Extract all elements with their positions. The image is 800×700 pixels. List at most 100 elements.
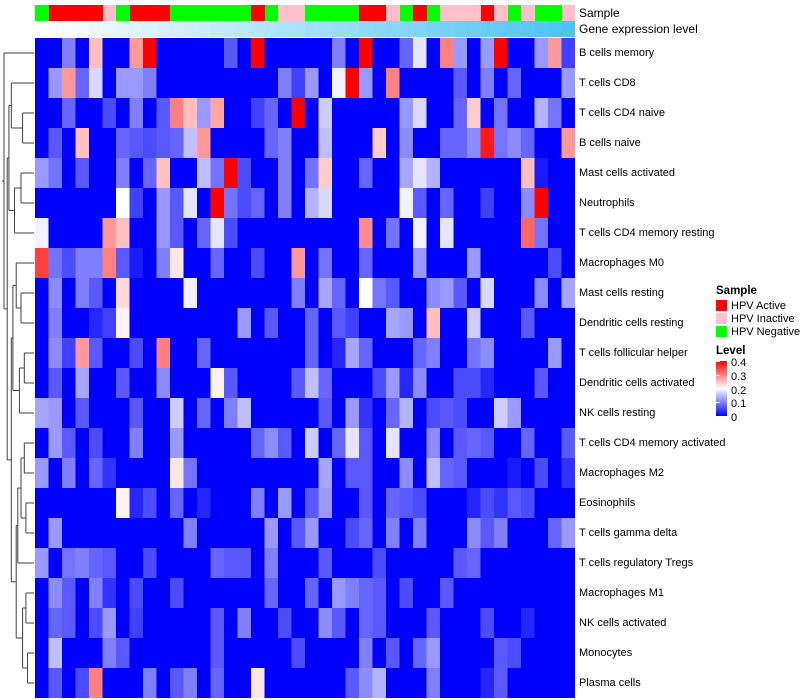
sample-annotation-cell (440, 5, 454, 21)
heatmap-cell (89, 218, 103, 249)
heatmap-cell (332, 428, 346, 459)
heatmap-cell (534, 428, 549, 459)
heatmap-cell (237, 518, 252, 549)
heatmap-cell (156, 518, 171, 549)
heatmap-cell (264, 458, 279, 489)
heatmap-cell (264, 428, 279, 459)
heatmap-cell (291, 188, 306, 219)
heatmap-cell (143, 368, 157, 399)
heatmap-cell (440, 278, 454, 309)
heatmap-cell (35, 278, 49, 309)
gene-expression-annotation-cell (386, 21, 400, 37)
heatmap-cell (386, 578, 400, 609)
heatmap-cell (197, 608, 211, 639)
gene-expression-annotation-cell (197, 21, 211, 37)
heatmap-cell (467, 428, 481, 459)
heatmap-cell (210, 398, 225, 429)
heatmap-cell (143, 548, 157, 579)
heatmap-cell (305, 248, 319, 279)
heatmap-cell (62, 428, 76, 459)
heatmap-cell (48, 308, 63, 339)
heatmap-cell (251, 248, 265, 279)
heatmap-cell (372, 518, 387, 549)
heatmap-cell (359, 38, 373, 69)
heatmap-cell (332, 488, 346, 519)
heatmap-cell (48, 188, 63, 219)
heatmap-cell (359, 158, 373, 189)
heatmap-cell (426, 458, 441, 489)
heatmap-cell (210, 98, 225, 129)
heatmap-cell (305, 608, 319, 639)
heatmap-cell (48, 68, 63, 99)
heatmap-cell (102, 608, 117, 639)
heatmap-cell (426, 518, 441, 549)
heatmap-cell (75, 188, 90, 219)
heatmap-cell (480, 98, 495, 129)
heatmap-cell (345, 98, 360, 129)
row-label: T cells CD4 naive (579, 107, 665, 119)
heatmap-cell (62, 668, 76, 698)
heatmap-cell (426, 608, 441, 639)
heatmap-cell (386, 548, 400, 579)
heatmap-cell (467, 128, 481, 159)
heatmap-cell (156, 188, 171, 219)
heatmap-cell (116, 518, 130, 549)
gene-expression-annotation-cell (62, 21, 76, 37)
heatmap-cell (197, 548, 211, 579)
heatmap-cell (170, 68, 184, 99)
heatmap-cell (372, 158, 387, 189)
heatmap-cell (75, 98, 90, 129)
heatmap-cell (386, 398, 400, 429)
heatmap-cell (102, 218, 117, 249)
heatmap-cell (102, 578, 117, 609)
row-label: Mast cells activated (579, 167, 675, 179)
heatmap-cell (386, 338, 400, 369)
heatmap-cell (278, 368, 292, 399)
heatmap-cell (372, 38, 387, 69)
heatmap-cell (116, 218, 130, 249)
heatmap-cell (440, 248, 454, 279)
heatmap-cell (170, 668, 184, 698)
heatmap-cell (251, 518, 265, 549)
heatmap-cell (35, 428, 49, 459)
heatmap-cell (48, 368, 63, 399)
heatmap-cell (494, 518, 508, 549)
heatmap-cell (183, 338, 198, 369)
heatmap-cell (453, 278, 468, 309)
heatmap-cell (480, 338, 495, 369)
heatmap-cell (507, 668, 522, 698)
heatmap-cell (359, 218, 373, 249)
heatmap-cell (440, 128, 454, 159)
heatmap-cell (453, 458, 468, 489)
heatmap-cell (332, 128, 346, 159)
heatmap-cell (359, 248, 373, 279)
heatmap-cell (440, 398, 454, 429)
heatmap-cell (345, 428, 360, 459)
heatmap-cell (170, 188, 184, 219)
heatmap-cell (534, 578, 549, 609)
heatmap-cell (305, 458, 319, 489)
legend-sample-item: HPV Inactive (716, 312, 800, 325)
level-tick-mark (716, 361, 720, 362)
heatmap-cell (386, 428, 400, 459)
heatmap-cell (129, 548, 144, 579)
heatmap-cell (237, 98, 252, 129)
heatmap-cell (548, 548, 562, 579)
heatmap-cell (413, 278, 427, 309)
heatmap-cell (170, 368, 184, 399)
heatmap-cell (318, 518, 333, 549)
heatmap-cell (251, 608, 265, 639)
heatmap-cell (143, 398, 157, 429)
heatmap-cell (183, 548, 198, 579)
heatmap-cell (89, 668, 103, 698)
heatmap-cell (210, 68, 225, 99)
heatmap-cell (372, 278, 387, 309)
heatmap-cell (251, 308, 265, 339)
sample-annotation-cell (372, 5, 386, 21)
heatmap-cell (116, 488, 130, 519)
heatmap-cell (102, 398, 117, 429)
heatmap-cell (183, 668, 198, 698)
heatmap-cell (197, 518, 211, 549)
sample-annotation-cell (143, 5, 157, 21)
heatmap-cell (89, 428, 103, 459)
